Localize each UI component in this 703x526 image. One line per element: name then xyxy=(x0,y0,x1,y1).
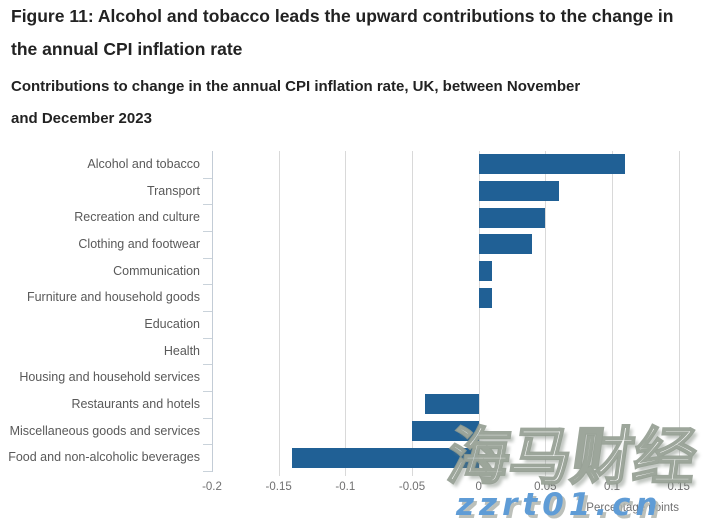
category-label: Furniture and household goods xyxy=(26,290,200,305)
x-axis-tick xyxy=(678,471,680,476)
category-label: Clothing and footwear xyxy=(78,237,200,251)
category-label: Health xyxy=(163,343,200,358)
x-axis-tick xyxy=(545,471,547,476)
gridline xyxy=(678,151,680,471)
bar-chart: Alcohol and tobacco Transport Recreation a… xyxy=(0,151,703,526)
x-tick-label: 0.1 xyxy=(604,481,620,493)
x-tick-label: -0.1 xyxy=(335,481,356,493)
x-tick-label: 0.05 xyxy=(534,481,557,493)
gridline xyxy=(412,151,413,471)
gridline xyxy=(278,151,280,471)
category-axis-tick xyxy=(203,391,212,392)
watermark-site-text: zzrt01.cn xyxy=(456,487,663,523)
category-label: Housing and household services xyxy=(19,370,200,385)
x-axis-tick xyxy=(278,471,280,476)
bar xyxy=(478,234,532,255)
category-axis-tick xyxy=(203,471,212,472)
x-axis-tick xyxy=(345,471,347,476)
category-axis-tick xyxy=(203,364,212,366)
x-tick-label: 0 xyxy=(475,481,482,493)
gridline xyxy=(545,151,547,471)
x-axis-title: Percentage points xyxy=(586,502,679,514)
category-axis-tick xyxy=(203,284,212,286)
category-label: Alcohol and tobacco xyxy=(87,157,200,171)
bar xyxy=(478,287,492,308)
gridline xyxy=(345,151,347,471)
y-axis-line xyxy=(212,151,213,472)
bar xyxy=(478,261,492,281)
x-axis-tick xyxy=(612,471,613,476)
category-axis-tick xyxy=(203,417,212,419)
category-axis-tick xyxy=(203,444,212,446)
x-tick-label: 0.15 xyxy=(667,481,690,493)
category-axis: Alcohol and tobacco Transport Recreation a… xyxy=(0,151,200,471)
category-label: Transport xyxy=(146,183,200,198)
watermark-cjk-text: 海马财经 xyxy=(442,419,702,494)
category-label: Food and non-alcoholic beverages xyxy=(8,450,200,465)
category-axis-tick xyxy=(203,231,212,232)
x-tick-label: -0.15 xyxy=(265,481,292,493)
x-axis-tick xyxy=(412,471,413,476)
gridline xyxy=(478,151,480,471)
category-label: Education xyxy=(144,317,200,331)
category-label: Restaurants and hotels xyxy=(71,397,200,411)
bar xyxy=(478,181,559,201)
category-label: Recreation and culture xyxy=(74,210,200,225)
category-axis-tick xyxy=(203,337,212,339)
bar xyxy=(425,394,479,415)
plot-area xyxy=(203,151,690,476)
bar xyxy=(478,154,626,175)
x-tick-label: -0.05 xyxy=(398,481,426,493)
category-label: Communication xyxy=(113,263,200,278)
bar xyxy=(478,207,546,228)
x-axis-tick-labels: -0.2 -0.15 -0.1 -0.05 0 0.05 0.1 0.15 xyxy=(0,480,703,494)
figure-subtitle: Contributions to change in the annual CP… xyxy=(11,78,581,127)
bar xyxy=(292,447,479,468)
figure-title: Figure 11: Alcohol and tobacco leads the… xyxy=(11,6,674,59)
x-axis-tick xyxy=(478,471,480,476)
bar xyxy=(412,421,479,441)
gridline xyxy=(612,151,613,471)
category-axis-tick xyxy=(203,204,212,206)
category-axis-tick xyxy=(203,311,212,312)
x-tick-label: -0.2 xyxy=(202,481,222,493)
category-axis-tick xyxy=(203,257,212,259)
category-label: Miscellaneous goods and services xyxy=(9,423,200,438)
category-axis-tick xyxy=(203,177,212,179)
